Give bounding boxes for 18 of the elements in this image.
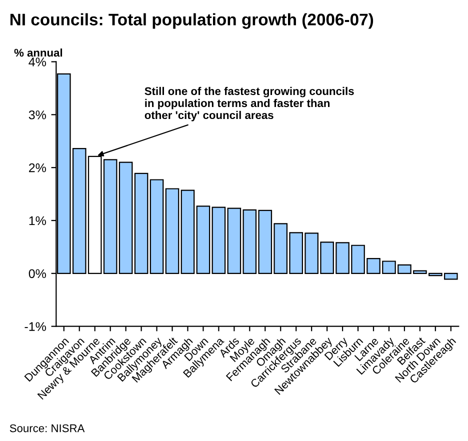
bar <box>212 206 226 274</box>
chart-title: NI councils: Total population growth (2006-07) <box>10 13 374 29</box>
y-tick-label: 3% <box>28 110 46 120</box>
y-tick-label: 2% <box>29 163 46 172</box>
annotation: Still one of the fastest growing councils in population terms and faster than other 'city' council areas <box>144 86 354 122</box>
bar <box>227 208 242 274</box>
bar <box>180 190 195 274</box>
y-axis-title: % annual <box>14 48 62 57</box>
bar <box>150 179 164 274</box>
y-tick-label: 4% <box>28 58 46 66</box>
y-tick-label: -1% <box>24 322 46 331</box>
bar <box>196 206 210 274</box>
bar <box>118 162 133 274</box>
bar <box>165 188 180 274</box>
bar <box>134 172 148 274</box>
source-note: Source: NISRA <box>10 424 85 432</box>
y-tick-label: 1% <box>29 216 46 226</box>
y-tick-label: 0% <box>28 269 46 278</box>
